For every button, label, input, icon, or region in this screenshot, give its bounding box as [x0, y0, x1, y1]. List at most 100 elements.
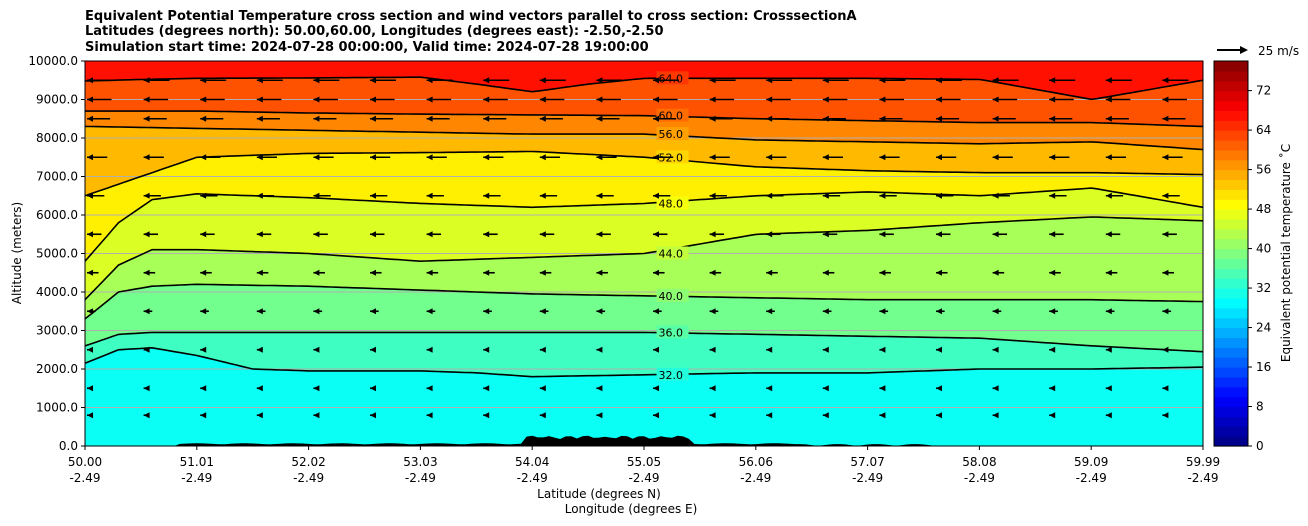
wind-vector-head — [483, 308, 490, 315]
contour-label-48: 48.0 — [659, 197, 684, 210]
wind-vector-head — [539, 154, 546, 161]
wind-vector-head — [653, 308, 659, 315]
wind-vector-head — [313, 115, 320, 122]
wind-vector-head — [313, 412, 320, 419]
wind-vector-head — [822, 412, 829, 419]
colorbar-band — [1214, 307, 1248, 319]
colorbar-band — [1214, 169, 1248, 181]
wind-vector-head — [1162, 231, 1169, 238]
wind-vector-head — [992, 269, 999, 276]
wind-vector-head — [879, 115, 886, 122]
wind-vector-head — [766, 308, 773, 315]
vector-key-label: 25 m/s — [1258, 44, 1299, 58]
wind-vector-head — [936, 77, 942, 84]
wind-vectors — [87, 77, 1189, 419]
colorbar-band — [1214, 248, 1248, 260]
wind-vector-head — [992, 346, 999, 353]
y-tick-label: 6000.0 — [36, 208, 78, 222]
wind-vector-head — [256, 385, 263, 392]
wind-vector-head — [1049, 77, 1056, 84]
contour-label-44: 44.0 — [659, 248, 684, 261]
wind-vector-head — [1162, 308, 1169, 315]
colorbar-band — [1214, 120, 1248, 131]
wind-vector-head — [426, 96, 433, 103]
wind-vector-head — [766, 412, 773, 419]
wind-vector-head — [426, 346, 433, 353]
x-tick-label-lon: -2.49 — [1076, 471, 1107, 485]
contour-label-64: 64.0 — [659, 72, 684, 85]
wind-vector-head — [879, 346, 886, 353]
wind-vector-head — [200, 154, 207, 161]
wind-vector-head — [992, 192, 999, 199]
wind-vector-head — [143, 231, 150, 238]
wind-vector-head — [709, 346, 716, 353]
colorbar-band — [1214, 258, 1248, 269]
x-tick-label-lon: -2.49 — [69, 471, 100, 485]
wind-vector-head — [1049, 96, 1056, 103]
x-tick-label-lon: -2.49 — [517, 471, 548, 485]
wind-vector-head — [596, 96, 603, 103]
colorbar-band — [1214, 199, 1248, 210]
x-tick-label-lon: -2.49 — [964, 471, 995, 485]
wind-vector-head — [766, 154, 773, 161]
colorbar-tick-label: 24 — [1256, 321, 1271, 335]
wind-vector-head — [143, 346, 150, 353]
wind-vector-head — [1162, 412, 1169, 419]
wind-vector-head — [653, 385, 659, 392]
wind-vector-head — [483, 154, 490, 161]
band-below-32 — [85, 347, 1203, 446]
colorbar-label: Equivalent potential temperature ˚C — [1278, 144, 1293, 362]
wind-vector-head — [143, 308, 150, 315]
wind-vector-head — [879, 385, 886, 392]
wind-vector-head — [256, 308, 263, 315]
wind-vector-head — [539, 96, 546, 103]
wind-vector-head — [879, 269, 886, 276]
wind-vector-head — [539, 412, 546, 419]
wind-vector-head — [822, 385, 829, 392]
wind-vector-head — [87, 385, 93, 392]
wind-vector-head — [936, 346, 942, 353]
x-tick-label-lat: 57.07 — [850, 455, 884, 469]
contour-label-60: 60.0 — [659, 110, 684, 123]
contour-40 — [85, 283, 1203, 320]
wind-vector-head — [596, 346, 603, 353]
wind-vector-head — [143, 269, 150, 276]
wind-vector-head — [822, 77, 829, 84]
x-tick-label-lat: 54.04 — [515, 455, 549, 469]
colorbar-band — [1214, 337, 1248, 348]
wind-vector-head — [370, 231, 376, 238]
wind-vector-head — [313, 77, 320, 84]
wind-vector-head — [426, 269, 433, 276]
wind-vector-head — [370, 154, 376, 161]
colorbar-tick-label: 64 — [1256, 123, 1271, 137]
y-tick-label: 8000.0 — [36, 131, 78, 145]
colorbar-band — [1214, 367, 1248, 378]
wind-vector-head — [426, 308, 433, 315]
colorbar-band — [1214, 426, 1248, 437]
colorbar-band — [1214, 376, 1248, 388]
colorbar-band — [1214, 238, 1248, 250]
contour-label-56: 56.0 — [659, 128, 684, 141]
wind-vector-head — [653, 115, 659, 122]
x-tick-label-lat: 55.05 — [627, 455, 661, 469]
wind-vector-head — [426, 115, 433, 122]
wind-vector-head — [709, 269, 716, 276]
wind-vector-head — [200, 385, 207, 392]
wind-vector-head — [709, 96, 716, 103]
wind-vector-head — [709, 115, 716, 122]
colorbar-band — [1214, 297, 1248, 309]
colorbar-band — [1214, 189, 1248, 200]
x-tick-label-lat: 59.99 — [1186, 455, 1220, 469]
wind-vector-head — [1049, 412, 1056, 419]
x-tick-label-lat: 59.09 — [1074, 455, 1108, 469]
wind-vector-head — [822, 231, 829, 238]
wind-vector-head — [256, 192, 263, 199]
wind-vector-head — [370, 77, 376, 84]
contour-label-bg — [656, 246, 689, 260]
wind-vector-head — [1105, 346, 1112, 353]
wind-vector-head — [879, 412, 886, 419]
colorbar-band — [1214, 347, 1248, 358]
wind-vector-head — [256, 115, 263, 122]
wind-vector-head — [1105, 308, 1112, 315]
wind-vector-head — [822, 115, 829, 122]
